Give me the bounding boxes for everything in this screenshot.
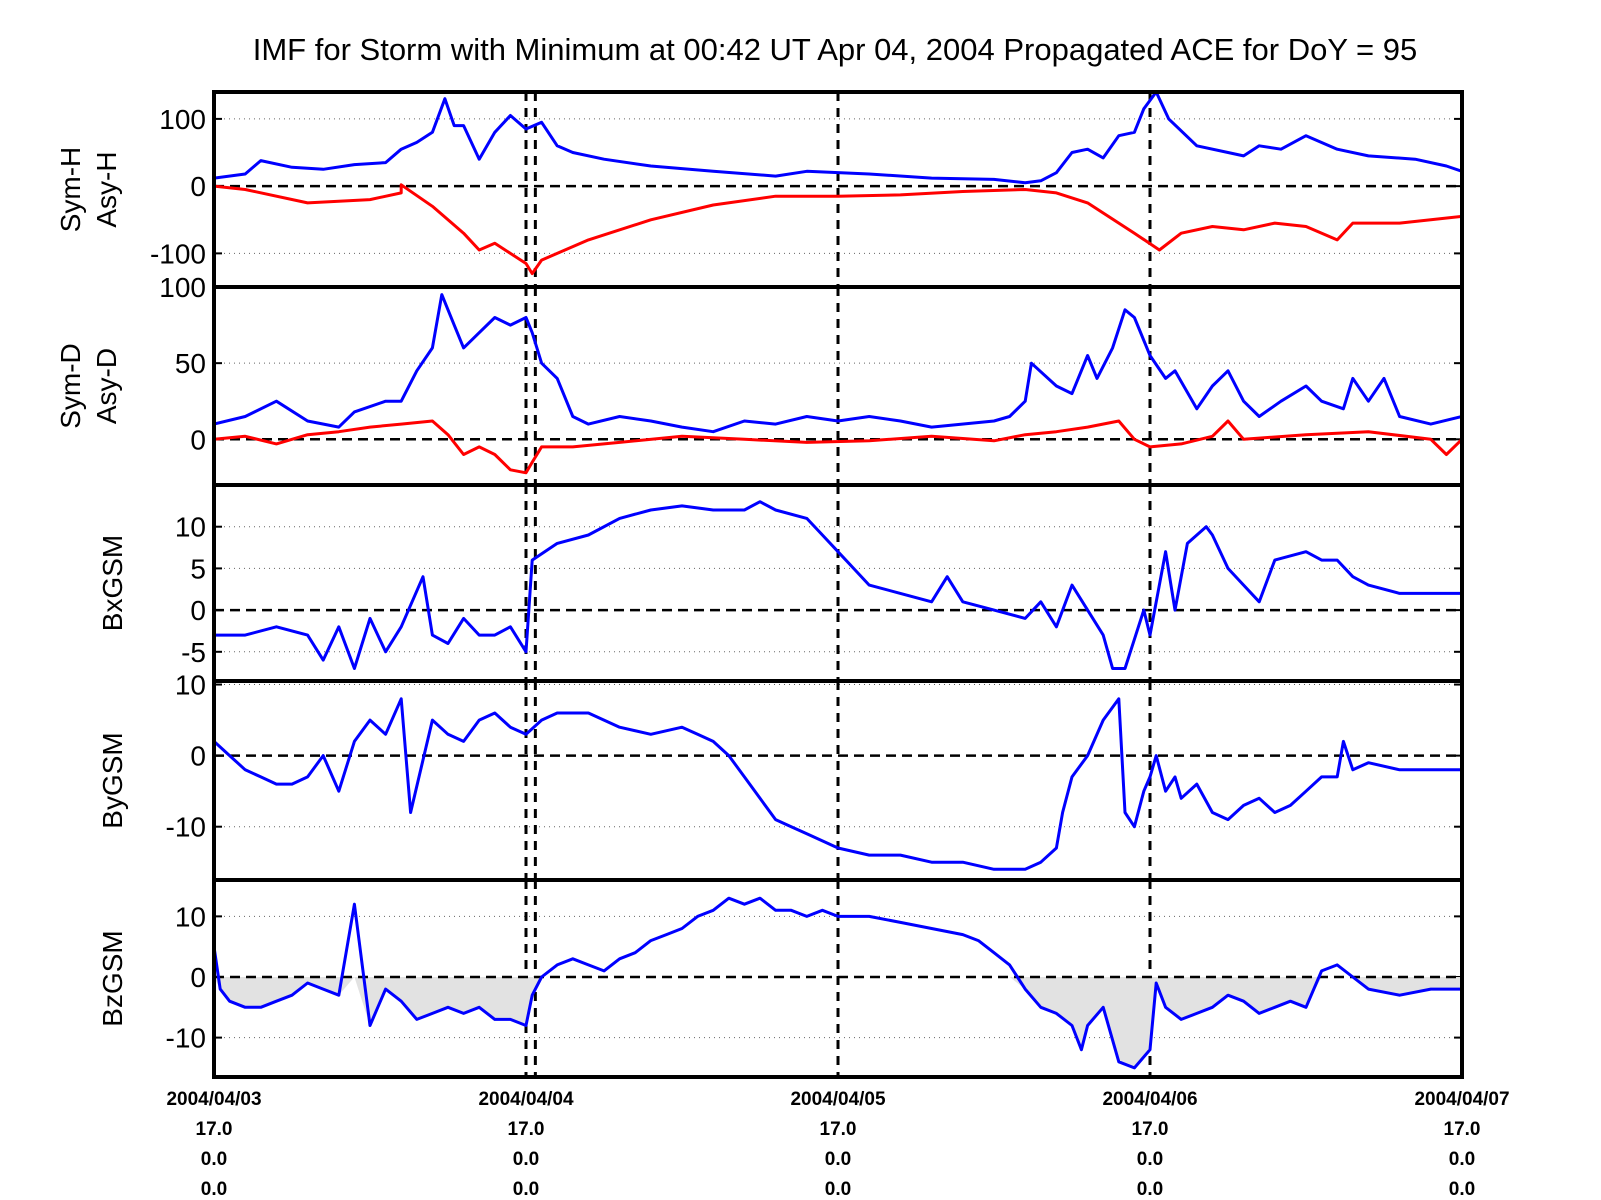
panel-by: 10 0 -10 ByGSM: [97, 670, 1464, 882]
x-tick-label-line: 0.0: [825, 1149, 851, 1170]
series-line-symh-1: [214, 183, 1462, 276]
x-tick-label-line: 2004/04/04: [478, 1089, 574, 1110]
y-tick-label: 0: [190, 962, 206, 993]
x-tick-label-line: 0.0: [825, 1179, 851, 1200]
series-line-bx-0: [214, 500, 1462, 670]
series-line-by-0: [214, 697, 1462, 871]
y-tick-label: -10: [166, 1023, 206, 1054]
x-tick-label-line: 0.0: [1449, 1179, 1475, 1200]
x-tick-label-line: 17.0: [1132, 1119, 1169, 1140]
x-tick-label-line: 17.0: [820, 1119, 857, 1140]
x-tick-label: 2004/04/03 17.0 0.0 0.0: [166, 1089, 261, 1200]
series-line-bz-0: [214, 896, 1462, 1070]
y-tick-label: 10: [175, 670, 206, 701]
panel-bx: 10 5 0 -5 BxGSM: [97, 483, 1464, 683]
panel-symh: 100 0 -100 Sym-H Asy-H: [55, 90, 1464, 289]
y-axis-label: Sym-H: [55, 147, 86, 233]
y-tick-label: 5: [190, 553, 206, 584]
x-tick-label-line: 2004/04/05: [790, 1089, 886, 1110]
panel-symd: 100 50 0 Sym-D Asy-D: [55, 272, 1464, 487]
x-tick-label: 2004/04/07 17.0 0.0 0.0: [1414, 1089, 1509, 1200]
x-tick-label-line: 0.0: [201, 1149, 227, 1170]
y-axis-label: BxGSM: [97, 535, 128, 631]
southward-bz-shading: [214, 976, 1462, 1068]
x-tick-label-line: 0.0: [1137, 1179, 1163, 1200]
series-line-symh-0: [214, 92, 1462, 185]
x-tick-label-line: 0.0: [513, 1179, 539, 1200]
y-tick-label: 10: [175, 512, 206, 543]
y-tick-label: 10: [175, 901, 206, 932]
y-axis-label: Asy-H: [91, 151, 122, 227]
y-tick-label: 0: [190, 171, 206, 202]
x-tick-label-line: 17.0: [196, 1119, 233, 1140]
y-tick-label: -5: [181, 637, 206, 668]
x-tick-label: 2004/04/05 17.0 0.0 0.0: [790, 1089, 886, 1200]
x-tick-label-line: 17.0: [508, 1119, 545, 1140]
y-tick-label: 100: [159, 104, 206, 135]
panel-bz: 10 0 -10 BzGSM: [97, 878, 1464, 1079]
x-tick-label-line: 2004/04/07: [1414, 1089, 1509, 1110]
y-axis-label: BzGSM: [97, 930, 128, 1026]
x-tick-label-line: 0.0: [513, 1149, 539, 1170]
series-line-symd-0: [214, 293, 1462, 434]
y-axis-label: Sym-D: [55, 343, 86, 429]
y-tick-label: 100: [159, 272, 206, 303]
panel-frame: [212, 878, 1464, 1079]
y-tick-label: -100: [150, 238, 206, 269]
x-axis-ticks: 2004/04/03 17.0 0.0 0.0 2004/04/04 17.0 0.0 0.0…: [166, 1089, 1509, 1200]
series-line-symd-1: [214, 419, 1462, 475]
x-tick-label-line: 2004/04/06: [1102, 1089, 1197, 1110]
x-tick-label-line: 17.0: [1444, 1119, 1481, 1140]
chart-title: IMF for Storm with Minimum at 00:42 UT A…: [253, 32, 1418, 67]
x-tick-label-line: 0.0: [201, 1179, 227, 1200]
y-tick-label: 0: [190, 424, 206, 455]
y-tick-label: 50: [175, 348, 206, 379]
y-tick-label: 0: [190, 595, 206, 626]
x-tick-label: 2004/04/04 17.0 0.0 0.0: [478, 1089, 574, 1200]
x-tick-label-line: 0.0: [1137, 1149, 1163, 1170]
y-axis-label: ByGSM: [97, 732, 128, 828]
y-tick-label: -10: [166, 812, 206, 843]
y-axis-label: Asy-D: [91, 348, 122, 424]
y-tick-label: 0: [190, 741, 206, 772]
x-tick-label-line: 0.0: [1449, 1149, 1475, 1170]
x-tick-label-line: 2004/04/03: [166, 1089, 261, 1110]
x-tick-label: 2004/04/06 17.0 0.0 0.0: [1102, 1089, 1197, 1200]
